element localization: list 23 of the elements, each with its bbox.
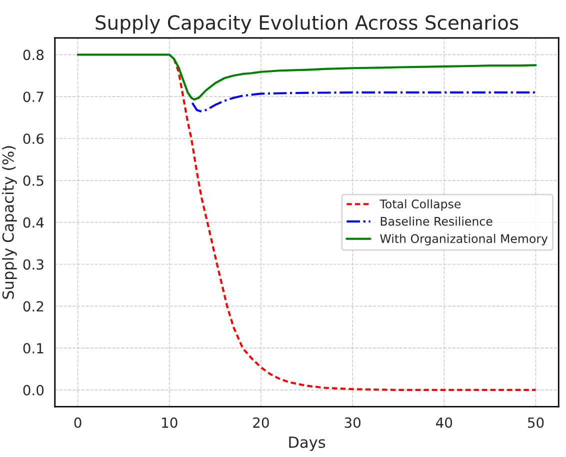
y-tick-label: 0.1 xyxy=(23,343,44,354)
legend-label: Total Collapse xyxy=(380,199,461,211)
line-series xyxy=(76,54,537,101)
legend-label: Baseline Resilience xyxy=(380,216,492,226)
x-axis-title: Days xyxy=(289,436,326,451)
legend-label: With Organizational Memory xyxy=(380,234,548,246)
chart-title: Supply Capacity Evolution Across Scenarios xyxy=(96,14,518,34)
y-tick-label: 0.8 xyxy=(23,50,44,60)
x-tick-label: 0 xyxy=(74,417,82,428)
y-tick-label: 0.7 xyxy=(23,92,44,102)
y-tick-label: 0.2 xyxy=(23,301,44,312)
y-tick-label: 0.4 xyxy=(23,217,44,228)
x-tick-label: 20 xyxy=(253,417,269,428)
y-tick-label: 0.5 xyxy=(23,175,44,186)
y-tick-label: 0.3 xyxy=(23,259,44,270)
y-tick-label: 0.6 xyxy=(23,133,44,144)
y-tick-label: 0.0 xyxy=(23,384,44,396)
x-tick-label: 10 xyxy=(162,417,178,428)
line-series xyxy=(191,91,537,112)
x-tick-label: 50 xyxy=(528,417,544,428)
y-axis-title: Supply Capacity (%) xyxy=(2,146,17,299)
x-tick-label: 40 xyxy=(436,417,452,428)
x-tick-label: 30 xyxy=(344,417,360,428)
